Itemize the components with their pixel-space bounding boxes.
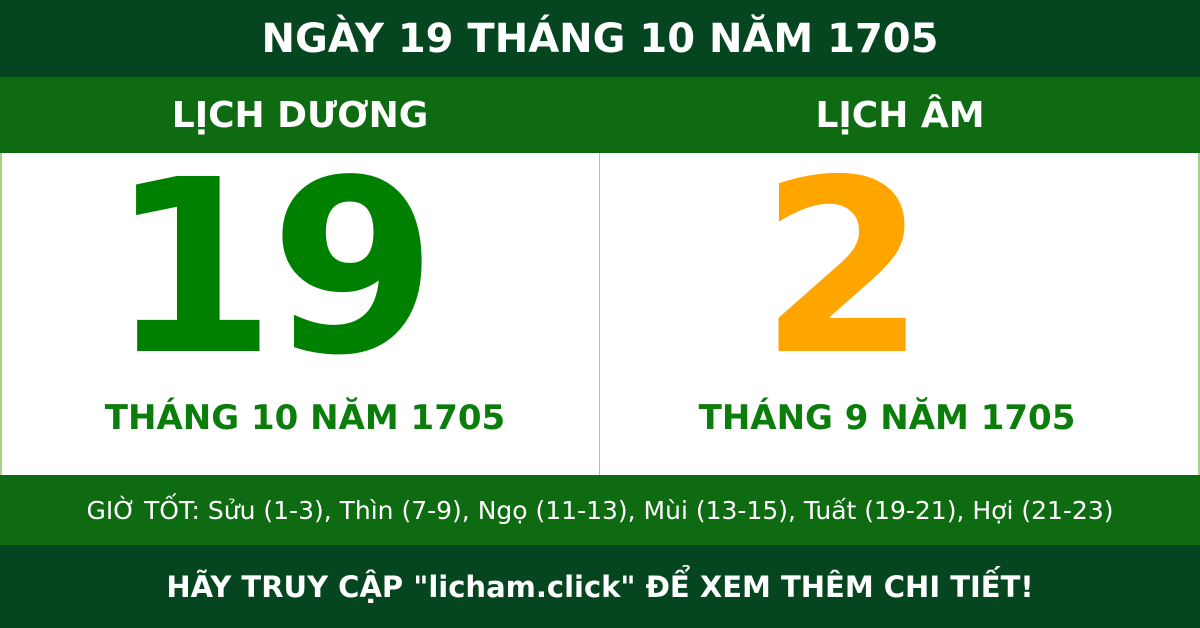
calendar-headers: LỊCH DƯƠNG LỊCH ÂM	[0, 77, 1200, 153]
lunar-day: 2	[759, 128, 927, 408]
calendar-panel	[0, 153, 1200, 475]
page-title: NGÀY 19 THÁNG 10 NĂM 1705	[0, 0, 1200, 77]
lunar-calendar-label: LỊCH ÂM	[815, 94, 985, 136]
footer-cta: HÃY TRUY CẬP "licham.click" ĐỂ XEM THÊM …	[0, 545, 1200, 628]
lunar-month-year: THÁNG 9 NĂM 1705	[698, 398, 1076, 438]
good-hours: GIỜ TỐT: Sửu (1-3), Thìn (7-9), Ngọ (11-…	[0, 475, 1200, 545]
divider	[599, 153, 600, 475]
solar-month-year: THÁNG 10 NĂM 1705	[104, 398, 506, 438]
solar-calendar-label: LỊCH DƯƠNG	[171, 94, 429, 136]
solar-day: 19	[109, 128, 437, 408]
